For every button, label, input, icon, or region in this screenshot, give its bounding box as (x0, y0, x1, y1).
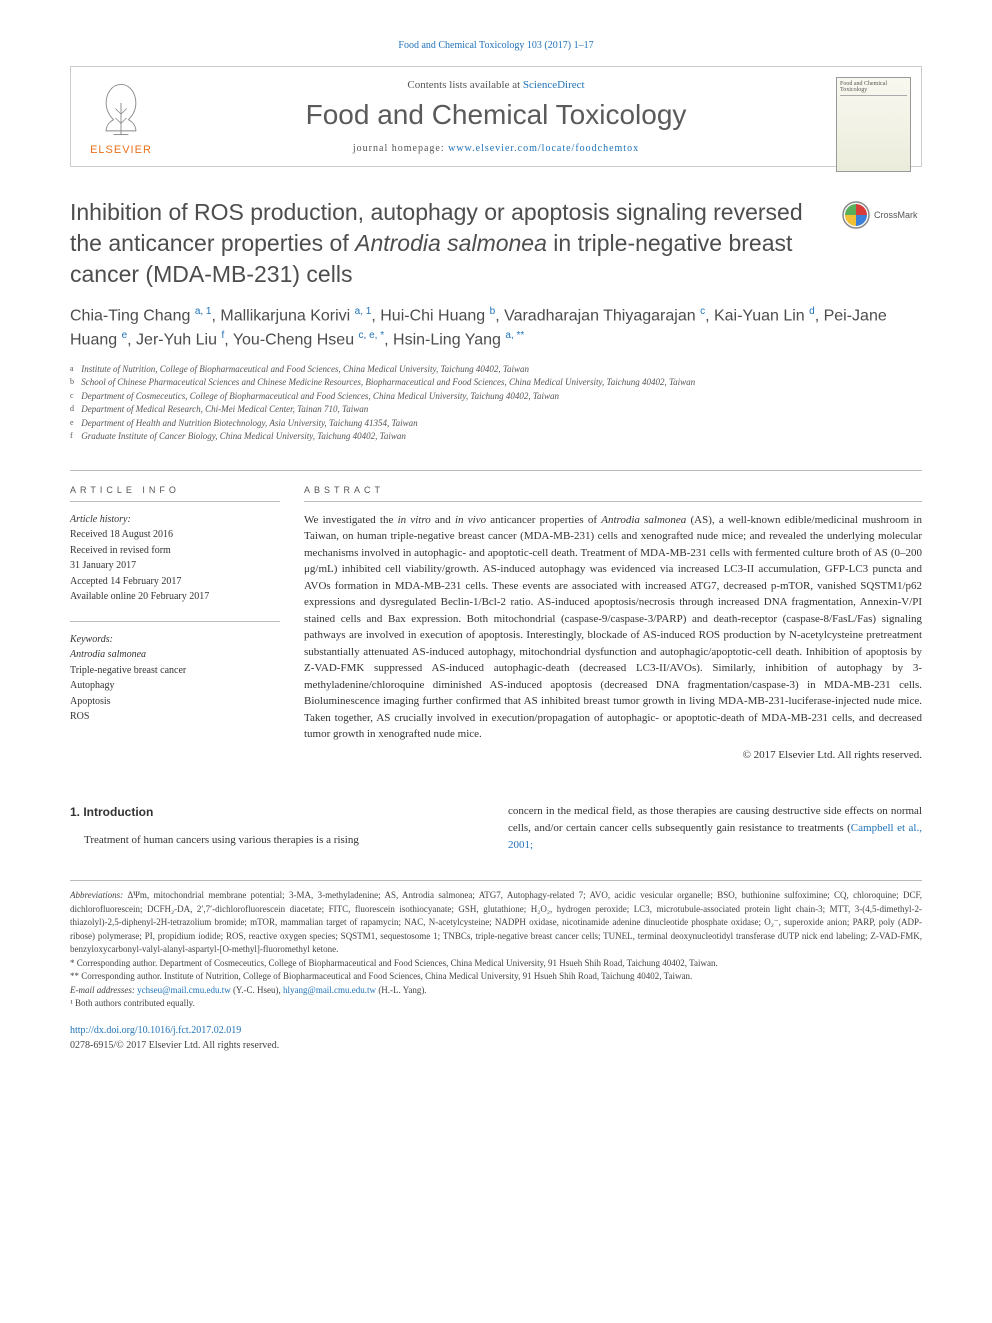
journal-cover-thumbnail: Food and Chemical Toxicology (836, 77, 911, 172)
footnotes: Abbreviations: ΔΨm, mitochondrial membra… (70, 880, 922, 1053)
elsevier-tree-icon (91, 77, 151, 142)
corresponding-author-1: * Corresponding author. Department of Co… (70, 957, 922, 971)
equal-contribution: ¹ Both authors contributed equally. (70, 997, 922, 1011)
homepage-line: journal homepage: www.elsevier.com/locat… (181, 143, 811, 154)
email-link-2[interactable]: hlyang@mail.cmu.edu.tw (283, 985, 376, 995)
crossmark-icon (842, 201, 870, 229)
masthead: ELSEVIER Food and Chemical Toxicology Co… (70, 66, 922, 167)
author-list: Chia-Ting Chang a, 1, Mallikarjuna Koriv… (70, 304, 922, 353)
affiliation-item: a Institute of Nutrition, College of Bio… (70, 363, 922, 377)
affiliation-item: d Department of Medical Research, Chi-Me… (70, 403, 922, 417)
copyright-line: © 2017 Elsevier Ltd. All rights reserved… (304, 747, 922, 764)
contents-line: Contents lists available at ScienceDirec… (181, 79, 811, 91)
affiliation-list: a Institute of Nutrition, College of Bio… (70, 363, 922, 444)
email-link-1[interactable]: ychseu@mail.cmu.edu.tw (137, 985, 231, 995)
introduction-section: 1. Introduction Treatment of human cance… (70, 803, 922, 854)
sciencedirect-link[interactable]: ScienceDirect (523, 79, 585, 91)
affiliation-item: f Graduate Institute of Cancer Biology, … (70, 430, 922, 444)
keyword-item: Apoptosis (70, 694, 280, 710)
crossmark-label: CrossMark (874, 210, 918, 220)
corresponding-author-2: ** Corresponding author. Institute of Nu… (70, 970, 922, 984)
abstract-column: ABSTRACT We investigated the in vitro an… (304, 485, 922, 764)
affiliation-item: c Department of Cosmeceutics, College of… (70, 390, 922, 404)
publisher-logo: ELSEVIER (81, 77, 161, 156)
article-info-heading: ARTICLE INFO (70, 485, 280, 502)
article-history: Article history: Received 18 August 2016… (70, 512, 280, 605)
crossmark-badge[interactable]: CrossMark (842, 197, 922, 233)
intro-paragraph-right: concern in the medical field, as those t… (508, 803, 922, 854)
affiliation-item: e Department of Health and Nutrition Bio… (70, 417, 922, 431)
running-head: Food and Chemical Toxicology 103 (2017) … (70, 40, 922, 51)
keyword-item: Autophagy (70, 678, 280, 694)
abstract-heading: ABSTRACT (304, 485, 922, 502)
issn-copyright: 0278-6915/© 2017 Elsevier Ltd. All right… (70, 1038, 922, 1053)
keyword-item: Triple-negative breast cancer (70, 663, 280, 679)
article-title: Inhibition of ROS production, autophagy … (70, 197, 922, 290)
article-info-column: ARTICLE INFO Article history: Received 1… (70, 485, 280, 764)
keywords-block: Keywords: Antrodia salmoneaTriple-negati… (70, 632, 280, 725)
journal-name: Food and Chemical Toxicology (181, 99, 811, 131)
email-addresses: E-mail addresses: ychseu@mail.cmu.edu.tw… (70, 984, 922, 998)
intro-paragraph-left: Treatment of human cancers using various… (70, 832, 484, 849)
keyword-item: Antrodia salmonea (70, 647, 280, 663)
doi-link[interactable]: http://dx.doi.org/10.1016/j.fct.2017.02.… (70, 1025, 241, 1036)
affiliation-item: b School of Chinese Pharmaceutical Scien… (70, 376, 922, 390)
section-heading-introduction: 1. Introduction (70, 803, 484, 822)
abbreviations: Abbreviations: ΔΨm, mitochondrial membra… (70, 889, 922, 957)
publisher-name: ELSEVIER (90, 144, 152, 156)
article-header: CrossMark Inhibition of ROS production, … (70, 197, 922, 444)
keyword-item: ROS (70, 709, 280, 725)
abstract-body: We investigated the in vitro and in vivo… (304, 512, 922, 764)
homepage-link[interactable]: www.elsevier.com/locate/foodchemtox (448, 143, 639, 154)
divider (70, 621, 280, 622)
